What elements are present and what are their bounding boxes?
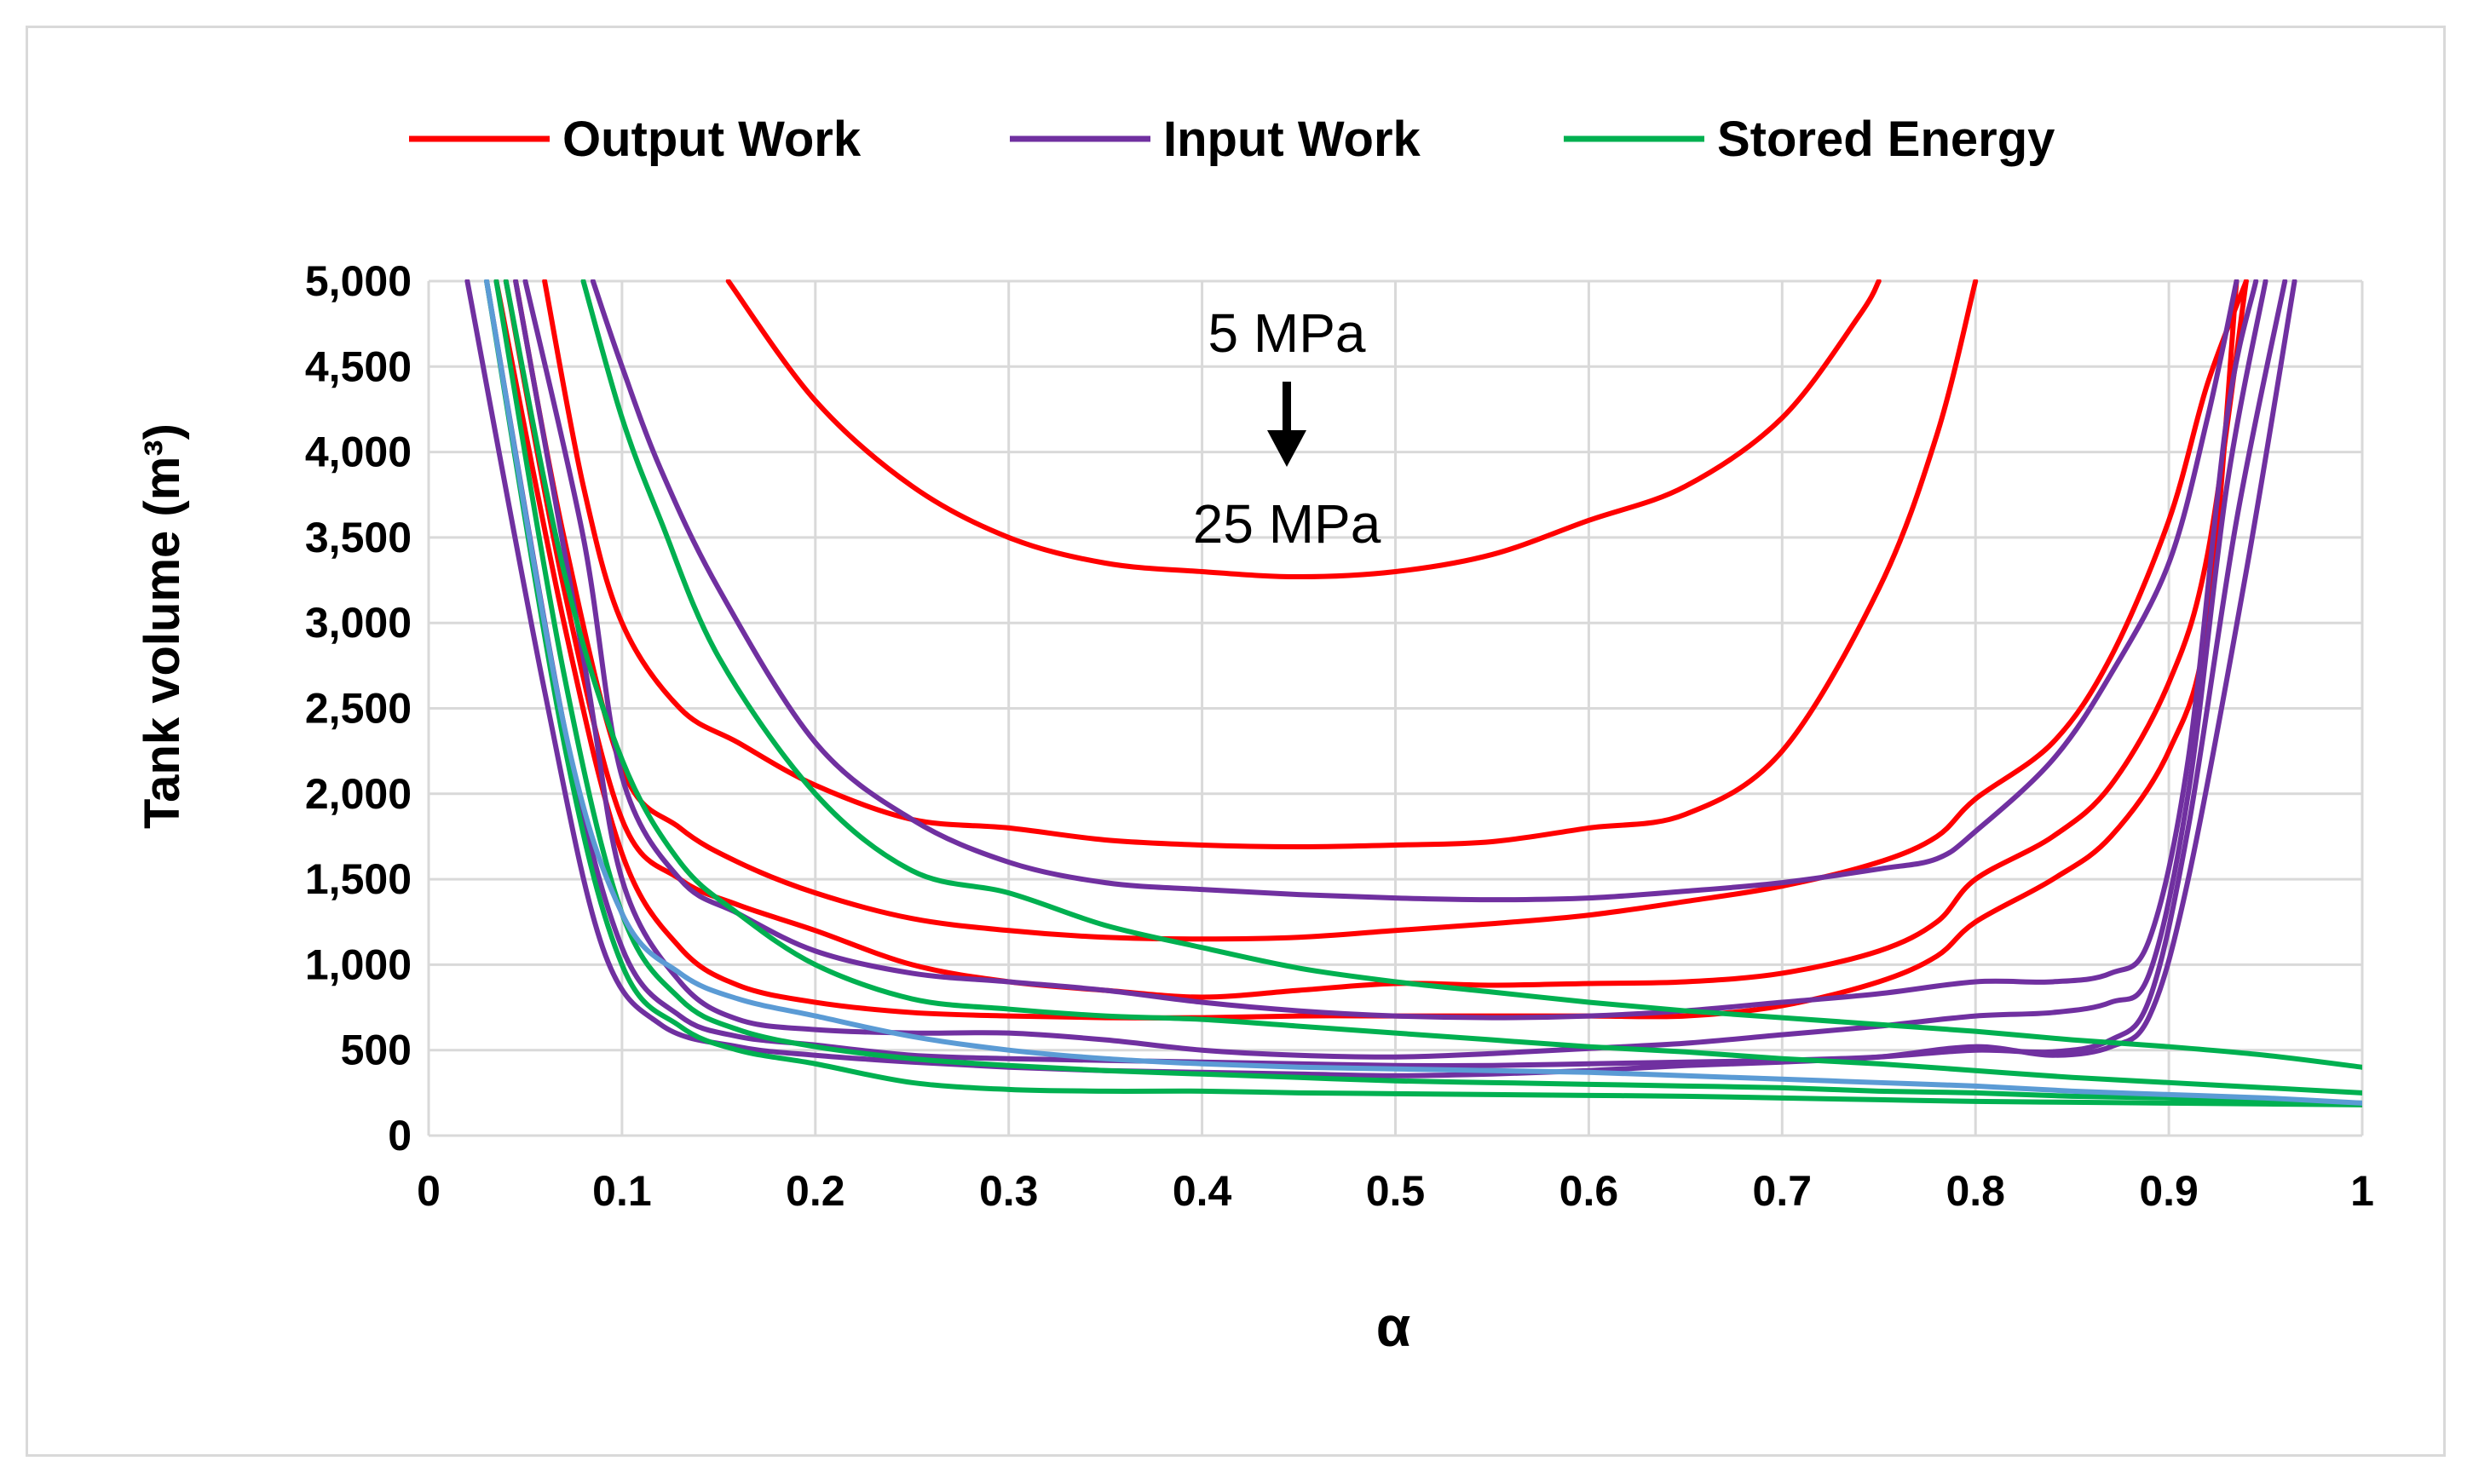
series-line-output-work-2: [513, 279, 2249, 942]
legend-label-stored-energy: Stored Energy: [1717, 112, 2055, 167]
y-tick-label: 4,000: [305, 429, 412, 476]
y-tick-label: 5,000: [305, 257, 412, 305]
y-tick-label: 2,000: [305, 770, 412, 818]
y-tick-label: 3,000: [305, 599, 412, 647]
y-tick-label: 3,500: [305, 514, 412, 561]
annotation-top-label: 5 MPa: [1208, 302, 1366, 364]
y-tick-label: 500: [341, 1027, 412, 1074]
series-line-input-work-8: [484, 279, 2288, 1069]
x-tick-labels: 0 0.1 0.2 0.3 0.4 0.5 0.6 0.7 0.8 0.9 1: [417, 1167, 2374, 1215]
x-tick-label: 0.6: [1559, 1167, 1619, 1215]
series-line-stored-energy-11: [503, 279, 2362, 1096]
series-line-output-work-0: [725, 279, 1882, 580]
series-line-input-work-5: [590, 279, 2240, 903]
y-tick-label: 1,000: [305, 940, 412, 988]
series-line-input-work-9: [464, 279, 2297, 1078]
down-arrow-icon: [1267, 382, 1306, 467]
annotation-bottom-label: 25 MPa: [1193, 493, 1381, 555]
y-tick-label: 4,500: [305, 342, 412, 390]
series-line-stored-energy-12: [493, 279, 2362, 1106]
x-tick-label: 0.3: [979, 1167, 1039, 1215]
legend: Output Work Input Work Stored Energy: [409, 112, 2055, 167]
y-axis-title: Tank volume (m³): [135, 423, 190, 829]
y-tick-label: 0: [388, 1112, 412, 1159]
legend-label-input-work: Input Work: [1163, 112, 1421, 167]
x-tick-label: 0.7: [1753, 1167, 1813, 1215]
legend-label-output-work: Output Work: [562, 112, 862, 167]
x-tick-label: 0.4: [1173, 1167, 1232, 1215]
series-line-input-work-6: [522, 279, 2259, 1021]
series-line-output-work-1: [542, 279, 1979, 849]
series-line-stored-energy-13: [484, 279, 2362, 1107]
x-tick-label: 0.9: [2139, 1167, 2199, 1215]
x-axis-title: α: [1376, 1295, 1411, 1358]
series-line-blue-14: [484, 279, 2362, 1106]
x-tick-label: 0: [417, 1167, 441, 1215]
grid-lines: [427, 279, 2364, 1137]
x-tick-label: 0.8: [1946, 1167, 2005, 1215]
series-line-output-work-3: [503, 279, 2249, 1000]
x-tick-label: 1: [2350, 1167, 2374, 1215]
series-line-input-work-7: [513, 279, 2268, 1060]
y-tick-labels: 0 500 1,000 1,500 2,000 2,500 3,000 3,500 4,000 4…: [305, 257, 412, 1159]
x-tick-label: 0.1: [592, 1167, 652, 1215]
series-line-stored-energy-10: [580, 279, 2362, 1070]
y-tick-label: 1,500: [305, 855, 412, 903]
y-tick-label: 2,500: [305, 685, 412, 733]
series-group: [464, 279, 2362, 1107]
x-tick-label: 0.5: [1366, 1167, 1426, 1215]
x-tick-label: 0.2: [786, 1167, 845, 1215]
